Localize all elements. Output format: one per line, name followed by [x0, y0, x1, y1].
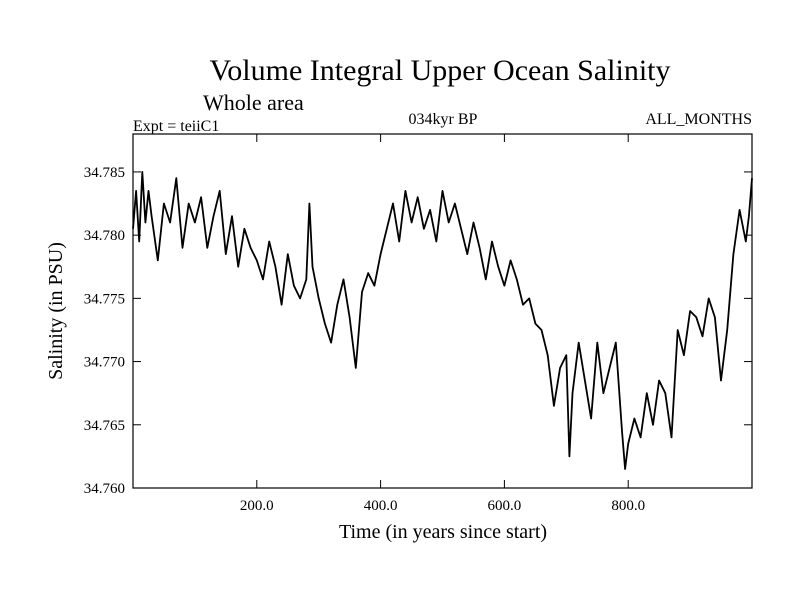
- y-tick-label: 34.760: [84, 481, 125, 497]
- y-tick-label: 34.780: [84, 228, 125, 244]
- y-tick-label: 34.765: [84, 418, 125, 434]
- x-axis-label: Time (in years since start): [339, 521, 547, 543]
- x-tick-label: 400.0: [364, 498, 398, 514]
- y-tick-label: 34.785: [84, 165, 125, 181]
- experiment-label: Expt = teiiC1: [133, 118, 219, 135]
- period-label: 034kyr BP: [409, 111, 478, 128]
- y-tick-label: 34.775: [84, 291, 125, 307]
- y-axis-label: Salinity (in PSU): [45, 242, 67, 380]
- y-tick-label: 34.770: [84, 355, 125, 371]
- x-tick-label: 800.0: [611, 498, 645, 514]
- chart-subtitle: Whole area: [203, 90, 304, 115]
- x-axis: 200.0 400.0 600.0 800.0: [240, 134, 645, 514]
- x-tick-label: 200.0: [240, 498, 274, 514]
- chart-title: Volume Integral Upper Ocean Salinity: [210, 54, 671, 87]
- months-label: ALL_MONTHS: [645, 111, 752, 128]
- plot-frame: [132, 133, 753, 489]
- x-tick-label: 600.0: [488, 498, 522, 514]
- salinity-series-line: [132, 171, 753, 470]
- y-axis: 34.760 34.765 34.770 34.775 34.780 34.785: [84, 165, 752, 497]
